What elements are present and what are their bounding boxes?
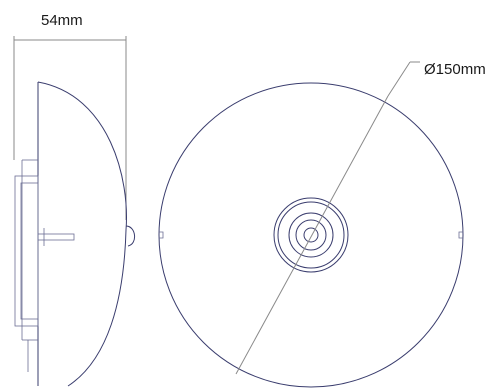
side-center-pin (37, 233, 75, 241)
diameter-dimension-line (235, 95, 389, 375)
depth-dimension: 54mm (13, 12, 127, 220)
side-mount-bracket-outer (14, 175, 39, 327)
side-sensor-bump (125, 225, 135, 247)
front-notch-right (458, 231, 463, 239)
front-center-ring-4 (295, 219, 327, 251)
diameter-label: Ø150mm (424, 61, 486, 78)
side-dome-profile (37, 81, 127, 387)
front-center-ring-2 (277, 201, 345, 269)
front-center-ring-5 (303, 227, 319, 243)
front-outer-circle (158, 82, 464, 388)
front-view: Ø150mm (158, 61, 486, 388)
diameter-leader (387, 61, 411, 97)
side-mount-bracket-inner (20, 182, 39, 320)
front-notch-left (159, 231, 164, 239)
front-center-ring-1 (273, 197, 349, 273)
front-center-ring-3 (288, 212, 334, 258)
side-view (14, 81, 135, 387)
depth-label: 54mm (41, 12, 83, 29)
